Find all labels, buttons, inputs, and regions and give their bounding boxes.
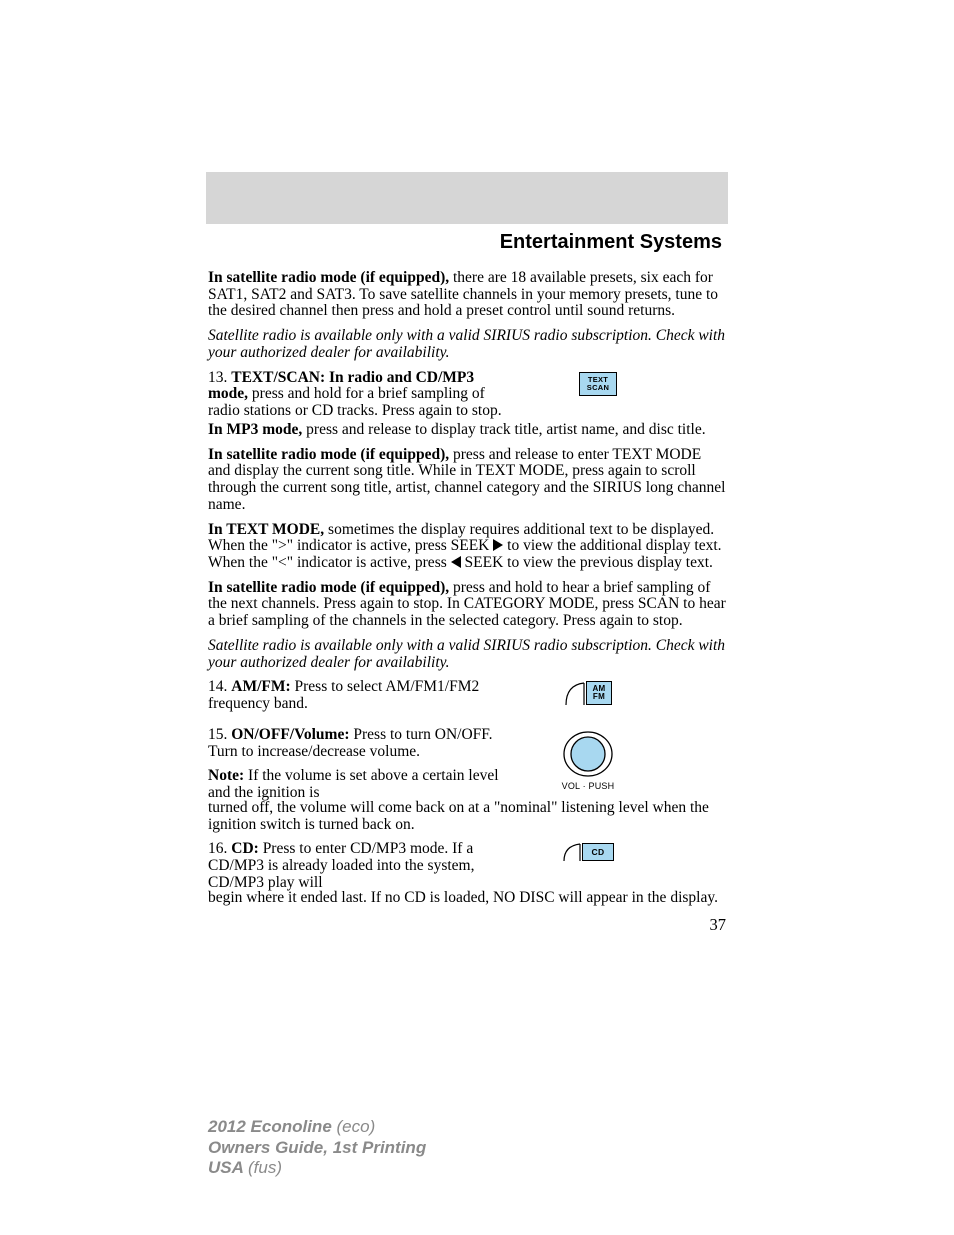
icon-label-line: FM xyxy=(593,693,605,701)
para-sirius-note-1: Satellite radio is available only with a… xyxy=(208,328,726,361)
body-text: turned off, the volume will come back on… xyxy=(208,799,709,833)
footer-line-3: USA (fus) xyxy=(208,1158,426,1179)
page-title: Entertainment Systems xyxy=(208,231,722,254)
lead-text: ON/OFF/Volume: xyxy=(231,726,349,743)
text-scan-button-icon: TEXT SCAN xyxy=(579,372,617,396)
lead-text: In TEXT MODE, xyxy=(208,521,324,538)
item-13-text: 13. TEXT/SCAN: In radio and CD/MP3 mode,… xyxy=(208,370,508,420)
para-sat-presets: In satellite radio mode (if equipped), t… xyxy=(208,270,726,320)
amfm-icon: AM FM xyxy=(564,681,612,707)
para-sat-scan: In satellite radio mode (if equipped), p… xyxy=(208,580,726,630)
para-textmode: In TEXT MODE, sometimes the display requ… xyxy=(208,522,726,572)
note-wrap-start: If the volume is set above a certain lev… xyxy=(208,767,499,801)
item-15-text: 15. ON/OFF/Volume: Press to turn ON/OFF.… xyxy=(208,727,508,760)
para-mp3: In MP3 mode, press and release to displa… xyxy=(208,422,726,439)
item-number: 13. xyxy=(208,369,231,386)
item-14-row: 14. AM/FM: Press to select AM/FM1/FM2 fr… xyxy=(208,679,726,712)
para-note-continued: turned off, the volume will come back on… xyxy=(208,800,726,833)
para-sat-text: In satellite radio mode (if equipped), p… xyxy=(208,447,726,514)
text-scan-icon-cell: TEXT SCAN xyxy=(528,370,648,396)
footer: 2012 Econoline (eco) Owners Guide, 1st P… xyxy=(208,1117,426,1179)
cd-tab-icon xyxy=(562,843,582,863)
item-16-row: 16. CD: Press to enter CD/MP3 mode. If a… xyxy=(208,841,726,891)
footer-region: USA xyxy=(208,1158,248,1177)
volume-knob-icon xyxy=(561,729,615,779)
item-13-row: 13. TEXT/SCAN: In radio and CD/MP3 mode,… xyxy=(208,370,726,420)
volume-label: VOL · PUSH xyxy=(562,782,615,792)
cd-icon: CD xyxy=(562,843,614,863)
seek-right-icon xyxy=(493,539,503,551)
lead-text: CD: xyxy=(231,840,259,857)
page-number: 37 xyxy=(208,916,726,934)
item-16-text-col: 16. CD: Press to enter CD/MP3 mode. If a… xyxy=(208,841,508,891)
footer-model-code: (eco) xyxy=(337,1117,376,1136)
lead-text: In satellite radio mode (if equipped), xyxy=(208,269,449,286)
para-sirius-note-2: Satellite radio is available only with a… xyxy=(208,638,726,671)
item-number: 15. xyxy=(208,726,231,743)
lead-text: In MP3 mode, xyxy=(208,421,302,438)
icon-label-line: CD xyxy=(592,848,605,857)
item-16-continued: begin where it ended last. If no CD is l… xyxy=(208,890,726,907)
lead-text: In satellite radio mode (if equipped), xyxy=(208,579,449,596)
body-text: SEEK to view the previous display text. xyxy=(461,554,713,571)
cd-button-icon: CD xyxy=(582,843,614,861)
content-body: In satellite radio mode (if equipped), t… xyxy=(208,270,726,934)
lead-text: AM/FM: xyxy=(231,678,290,695)
amfm-tab-icon xyxy=(564,681,586,707)
item-number: 16. xyxy=(208,840,231,857)
body-text: begin where it ended last. If no CD is l… xyxy=(208,889,718,906)
lead-text: Note: xyxy=(208,767,244,784)
item-number: 14. xyxy=(208,678,231,695)
item-14-text: 14. AM/FM: Press to select AM/FM1/FM2 fr… xyxy=(208,679,508,712)
lead-text: In satellite radio mode (if equipped), xyxy=(208,446,449,463)
volume-icon-cell: VOL · PUSH xyxy=(528,727,648,792)
footer-line-1: 2012 Econoline (eco) xyxy=(208,1117,426,1138)
body-text: press and release to display track title… xyxy=(302,421,705,438)
item-15-row: 15. ON/OFF/Volume: Press to turn ON/OFF.… xyxy=(208,727,726,802)
item-15-text-col: 15. ON/OFF/Volume: Press to turn ON/OFF.… xyxy=(208,727,508,802)
amfm-icon-cell: AM FM xyxy=(528,679,648,707)
icon-label-line: SCAN xyxy=(587,384,609,392)
seek-left-icon xyxy=(451,556,461,568)
amfm-button-icon: AM FM xyxy=(586,681,612,705)
footer-region-code: (fus) xyxy=(248,1158,282,1177)
para-note-top: Note: If the volume is set above a certa… xyxy=(208,768,508,801)
cd-icon-cell: CD xyxy=(528,841,648,863)
body-text: press and hold for a brief sampling of r… xyxy=(208,385,502,419)
header-gray-bar xyxy=(206,172,728,224)
footer-line-2: Owners Guide, 1st Printing xyxy=(208,1138,426,1159)
footer-model: 2012 Econoline xyxy=(208,1117,337,1136)
